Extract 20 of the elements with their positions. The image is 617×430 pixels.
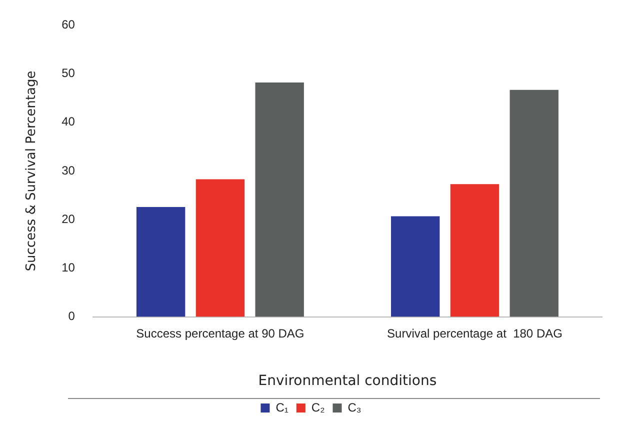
legend-label: C₁ xyxy=(276,400,288,414)
bar xyxy=(196,179,245,317)
x-axis-title: Environmental conditions xyxy=(258,373,437,390)
y-tick-label: 60 xyxy=(62,18,76,32)
x-tick-label: Survival percentage at 180 DAG xyxy=(387,326,562,340)
y-tick-label: 40 xyxy=(62,114,76,129)
legend-label: C₃ xyxy=(348,400,362,414)
bar xyxy=(450,184,500,317)
bar xyxy=(255,82,304,317)
bar xyxy=(136,206,186,317)
x-tick-label: Success percentage at 90 DAG xyxy=(136,326,304,340)
bar xyxy=(391,216,440,317)
y-tick-label: 30 xyxy=(62,163,76,178)
y-tick-label: 0 xyxy=(68,309,76,324)
y-tick-label: 50 xyxy=(62,66,76,80)
bar xyxy=(510,90,558,317)
y-tick-label: 20 xyxy=(62,212,76,226)
y-tick-label: 10 xyxy=(62,260,76,275)
y-axis-title: Success & Survival Percentage xyxy=(24,70,40,272)
legend-label: C₂ xyxy=(311,400,326,414)
